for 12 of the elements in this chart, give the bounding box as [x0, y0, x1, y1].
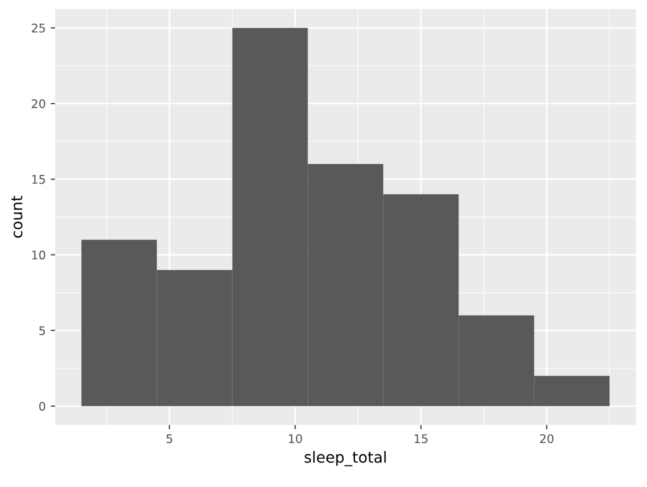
x-tick-label: 5	[166, 434, 172, 444]
y-tick-label: 20	[32, 99, 46, 108]
y-tick-label: 5	[39, 326, 45, 336]
y-tick-label: 25	[32, 24, 45, 33]
x-axis-title: sleep_total	[304, 451, 386, 466]
y-tick-label: 0	[39, 402, 46, 411]
x-tick-label: 15	[414, 434, 428, 444]
y-axis-title: count	[11, 196, 22, 238]
x-tick-label: 20	[540, 434, 554, 444]
y-tick-label: 10	[32, 250, 46, 260]
y-tick-label: 15	[32, 175, 45, 184]
x-tick-label: 10	[288, 434, 302, 444]
